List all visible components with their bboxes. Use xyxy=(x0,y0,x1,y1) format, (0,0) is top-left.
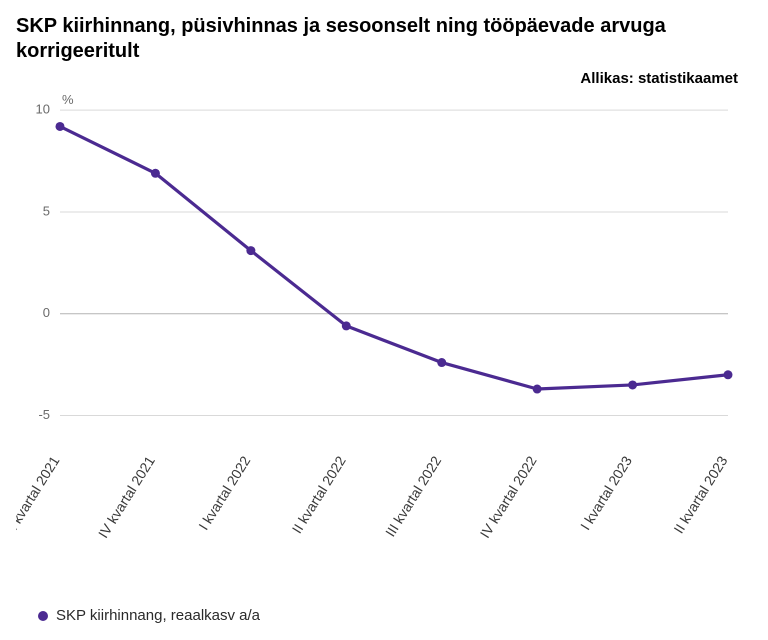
y-tick-label: -5 xyxy=(38,407,50,422)
y-tick-label: 0 xyxy=(43,305,50,320)
y-tick-label: 5 xyxy=(43,203,50,218)
series-point xyxy=(342,321,351,330)
series-line xyxy=(60,126,728,389)
line-chart-svg: 10 5 0 -5% III kvartal 2021 IV kvartal 2021 I … xyxy=(16,90,752,570)
chart-area: 10 5 0 -5% III kvartal 2021 IV kvartal 2021 I … xyxy=(16,90,752,570)
series-point xyxy=(724,370,733,379)
x-tick-label: IV kvartal 2021 xyxy=(95,453,158,541)
series-point xyxy=(533,385,542,394)
y-tick-label: 10 xyxy=(36,102,50,117)
series-point xyxy=(628,380,637,389)
chart-source: Allikas: statistikaamet xyxy=(580,70,738,87)
series-point xyxy=(56,122,65,131)
legend-label: SKP kiirhinnang, reaalkasv a/a xyxy=(56,607,260,624)
legend-marker xyxy=(38,611,48,621)
x-tick-label: I kvartal 2023 xyxy=(577,453,635,533)
legend: SKP kiirhinnang, reaalkasv a/a xyxy=(38,607,260,624)
x-tick-label: I kvartal 2022 xyxy=(195,453,253,533)
x-tick-label: III kvartal 2022 xyxy=(382,453,444,540)
x-tick-label: III kvartal 2021 xyxy=(16,453,63,540)
y-axis-title: % xyxy=(62,92,74,107)
x-tick-label: II kvartal 2022 xyxy=(289,453,349,536)
chart-title: SKP kiirhinnang, püsivhinnas ja sesoonse… xyxy=(16,14,736,64)
x-tick-label: II kvartal 2023 xyxy=(670,453,730,536)
x-tick-label: IV kvartal 2022 xyxy=(477,453,540,541)
series-point xyxy=(151,169,160,178)
series-point xyxy=(437,358,446,367)
series-point xyxy=(246,246,255,255)
